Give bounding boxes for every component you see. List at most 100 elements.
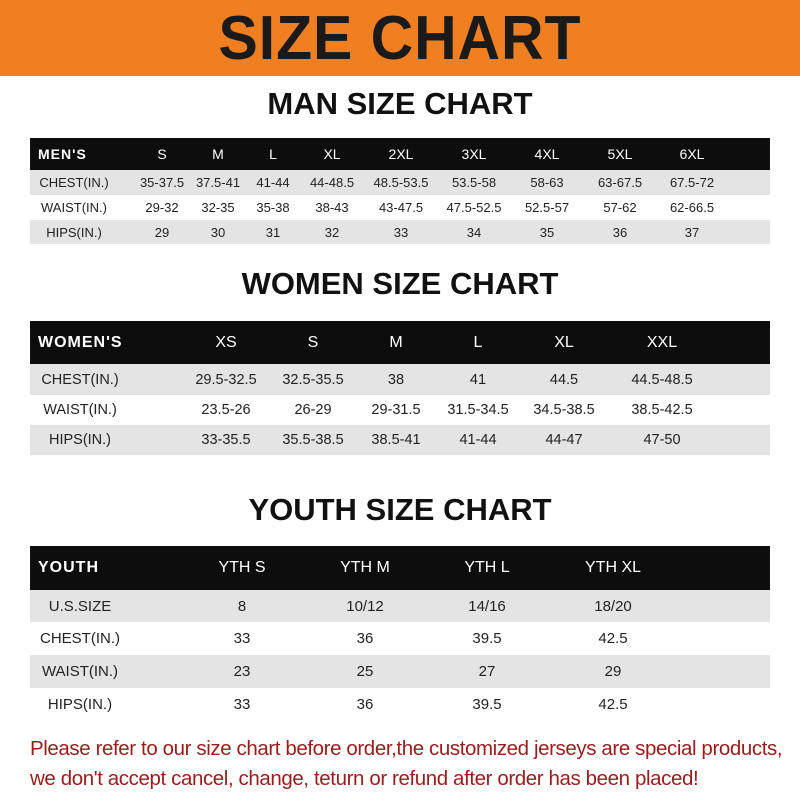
women-size-table: WOMEN'S XS S M L XL XXL CHEST(IN.) 29.5-32.5 32.5… (30, 321, 770, 455)
row-label: HIPS(IN.) (46, 224, 102, 240)
measurement-cell: 44.5-48.5 (631, 371, 693, 388)
size-header: 2XL (388, 146, 414, 162)
table-header-row: YOUTH YTH S YTH M YTH L YTH XL (30, 546, 770, 590)
table-row: WAIST(IN.) 23 25 27 29 (30, 655, 770, 688)
measurement-cell: 36 (356, 630, 374, 647)
measurement-cell: 42.5 (598, 630, 628, 647)
notice-line: Please refer to our size chart before or… (30, 737, 783, 760)
size-header: 4XL (534, 146, 560, 162)
size-header: S (157, 146, 167, 162)
measurement-cell: 29-31.5 (371, 402, 421, 418)
measurement-cell: 53.5-58 (451, 175, 497, 190)
measurement-cell: 32.5-35.5 (282, 371, 344, 388)
measurement-cell: 23.5-26 (201, 402, 251, 418)
measurement-cell: 31.5-34.5 (447, 402, 509, 418)
row-label: CHEST(IN.) (40, 630, 120, 647)
measurement-cell: 38.5-42.5 (631, 402, 693, 418)
row-label: WAIST(IN.) (43, 402, 117, 418)
size-header: YTH S (218, 559, 266, 576)
size-header: XL (323, 146, 341, 162)
size-header: L (473, 333, 483, 351)
measurement-cell: 27 (478, 663, 496, 680)
measurement-cell: 41-44 (459, 432, 497, 448)
measurement-cell: 31 (265, 224, 281, 240)
measurement-cell: 41-44 (256, 175, 290, 190)
measurement-cell: 29.5-32.5 (195, 371, 257, 388)
size-header: 5XL (607, 146, 633, 162)
measurement-cell: 44-47 (545, 432, 583, 448)
measurement-cell: 34.5-38.5 (533, 402, 595, 418)
row-label: WAIST(IN.) (41, 200, 107, 215)
table-header-row: MEN'S S M L XL 2XL 3XL 4XL 5XL 6XL (30, 138, 770, 170)
measurement-cell: 18/20 (594, 597, 632, 615)
measurement-cell: 14/16 (468, 597, 506, 615)
measurement-cell: 63-67.5 (597, 175, 643, 190)
row-label: U.S.SIZE (48, 597, 112, 615)
measurement-cell: 33 (233, 630, 251, 647)
table-category-label: YOUTH (38, 559, 99, 576)
row-label: CHEST(IN.) (39, 175, 109, 190)
size-header: 3XL (461, 146, 487, 162)
measurement-cell: 33 (233, 695, 251, 713)
size-header: M (389, 333, 403, 351)
row-label: CHEST(IN.) (41, 371, 119, 388)
order-notice: Please refer to our size chart before or… (30, 734, 790, 794)
measurement-cell: 32-35 (201, 200, 235, 215)
measurement-cell: 58-63 (530, 175, 564, 190)
size-header: XL (554, 333, 574, 351)
size-header: YTH L (464, 559, 510, 576)
measurement-cell: 38-43 (315, 200, 349, 215)
measurement-cell: 30 (210, 224, 226, 240)
measurement-cell: 52.5-57 (524, 200, 570, 215)
youth-section-title: YOUTH SIZE CHART (248, 492, 552, 527)
men-size-table: MEN'S S M L XL 2XL 3XL 4XL 5XL 6XL CHEST(IN.) 35-37… (30, 138, 770, 244)
measurement-cell: 37.5-41 (195, 175, 241, 190)
table-row: HIPS(IN.) 33-35.5 35.5-38.5 38.5-41 41-44 44-… (30, 425, 770, 455)
table-row: WAIST(IN.) 29-32 32-35 35-38 38-43 43-47.5 47.… (30, 195, 770, 220)
row-label: HIPS(IN.) (48, 432, 112, 448)
size-header: YTH M (340, 559, 390, 576)
measurement-cell: 10/12 (346, 597, 384, 615)
measurement-cell: 48.5-53.5 (373, 175, 429, 190)
size-header: YTH XL (584, 559, 642, 576)
measurement-cell: 47.5-52.5 (446, 200, 502, 215)
measurement-cell: 67.5-72 (669, 175, 715, 190)
measurement-cell: 29 (604, 663, 622, 680)
measurement-cell: 44-48.5 (309, 175, 355, 190)
banner-title: SIZE CHART (218, 3, 582, 73)
measurement-cell: 25 (356, 663, 374, 680)
measurement-cell: 47-50 (643, 432, 681, 448)
measurement-cell: 62-66.5 (669, 200, 715, 215)
measurement-cell: 39.5 (472, 630, 502, 647)
measurement-cell: 42.5 (598, 695, 628, 713)
table-row: CHEST(IN.) 29.5-32.5 32.5-35.5 38 41 44.5 44.5… (30, 364, 770, 395)
table-row: WAIST(IN.) 23.5-26 26-29 29-31.5 31.5-34.5 34… (30, 395, 770, 425)
size-header: XS (215, 333, 237, 351)
size-header: M (212, 146, 224, 162)
notice-line: we don't accept cancel, change, teturn o… (30, 767, 699, 790)
measurement-cell: 41 (469, 371, 487, 388)
table-row: HIPS(IN.) 33 36 39.5 42.5 (30, 688, 770, 720)
size-header: L (269, 146, 277, 162)
measurement-cell: 44.5 (549, 371, 579, 388)
measurement-cell: 37 (684, 224, 700, 240)
measurement-cell: 39.5 (472, 695, 502, 713)
women-section-title: WOMEN SIZE CHART (241, 266, 559, 301)
measurement-cell: 35 (539, 224, 555, 240)
measurement-cell: 35-37.5 (139, 175, 185, 190)
measurement-cell: 38 (387, 371, 405, 388)
measurement-cell: 43-47.5 (378, 200, 424, 215)
table-row: CHEST(IN.) 33 36 39.5 42.5 (30, 622, 770, 655)
table-row: HIPS(IN.) 29 30 31 32 33 34 35 36 37 (30, 220, 770, 244)
size-header: 6XL (679, 146, 705, 162)
measurement-cell: 38.5-41 (371, 432, 421, 448)
row-label: HIPS(IN.) (47, 695, 113, 713)
measurement-cell: 23 (233, 663, 251, 680)
table-row: U.S.SIZE 8 10/12 14/16 18/20 (30, 590, 770, 622)
measurement-cell: 35-38 (256, 200, 290, 215)
youth-size-table: YOUTH YTH S YTH M YTH L YTH XL U.S.SIZE 8 10/12… (30, 546, 770, 720)
table-category-label: WOMEN'S (38, 333, 123, 351)
size-chart-banner: SIZE CHART (0, 0, 800, 76)
size-header: XXL (646, 333, 678, 351)
measurement-cell: 36 (612, 224, 628, 240)
